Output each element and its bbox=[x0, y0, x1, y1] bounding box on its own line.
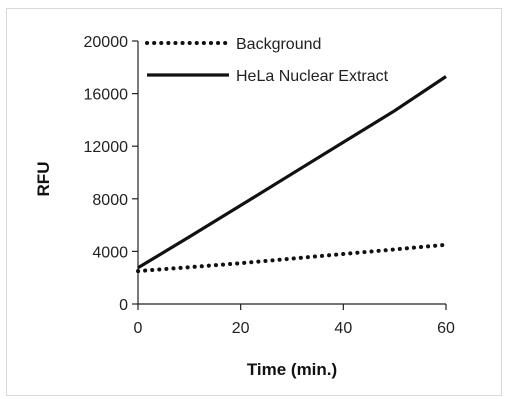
series-line-1 bbox=[137, 75, 447, 270]
y-tick-label: 12000 bbox=[84, 139, 129, 156]
series-line-0 bbox=[136, 242, 448, 274]
y-tick-label: 8000 bbox=[92, 192, 128, 209]
y-tick-label: 0 bbox=[119, 297, 128, 314]
legend-label-0: Background bbox=[236, 36, 321, 53]
y-tick-label: 20000 bbox=[84, 34, 129, 51]
x-tick-label: 40 bbox=[334, 320, 352, 337]
y-axis-title: RFU bbox=[34, 162, 53, 197]
legend-label-1: HeLa Nuclear Extract bbox=[236, 68, 389, 85]
x-tick-label: 20 bbox=[232, 320, 250, 337]
x-tick-label: 60 bbox=[437, 320, 455, 337]
y-tick-label: 4000 bbox=[92, 244, 128, 261]
x-axis-title: Time (min.) bbox=[247, 360, 337, 379]
x-tick-label: 0 bbox=[134, 320, 143, 337]
chart-figure: 0 4000 8000 12000 16000 20000 0 20 40 60 Time (min… bbox=[6, 8, 502, 396]
y-tick-label: 16000 bbox=[84, 87, 129, 104]
line-chart: 0 4000 8000 12000 16000 20000 0 20 40 60 Time (min… bbox=[34, 34, 455, 379]
